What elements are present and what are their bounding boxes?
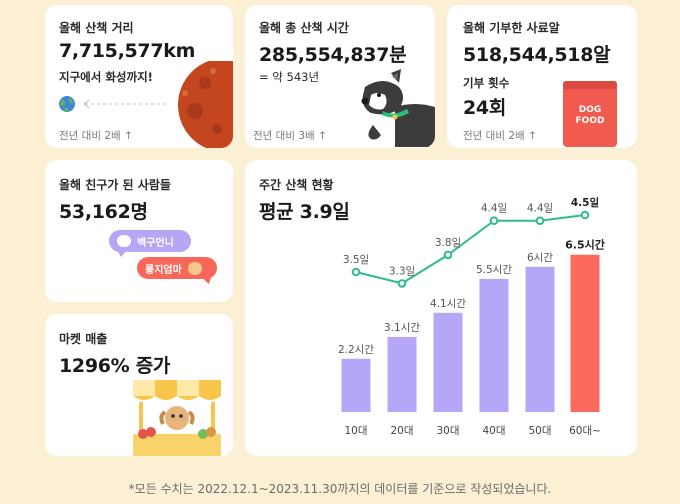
friends-card: 올해 친구가 된 사람들 53,162명 백구언니 롱지엄마 bbox=[45, 160, 233, 302]
time-label: 올해 총 산책 시간 bbox=[259, 21, 349, 35]
bar-5 bbox=[570, 254, 600, 412]
weekly-chart-card: 주간 산책 현황 평균 3.9일 2.2시간 10대 3.1시간 20대 4.1시간 30… bbox=[245, 160, 637, 456]
donation-count-label: 기부 횟수 bbox=[463, 76, 510, 90]
line-series bbox=[355, 214, 586, 285]
line-label-0: 3.5일 bbox=[343, 253, 369, 266]
bar-label-1: 3.1시간 bbox=[384, 322, 420, 334]
feed-value: 518,544,518알 bbox=[463, 44, 611, 66]
category-label-1: 20대 bbox=[390, 425, 413, 437]
bar-1 bbox=[387, 336, 417, 412]
distance-label: 올해 산책 거리 bbox=[59, 21, 134, 35]
bar-2 bbox=[433, 312, 463, 412]
earth-to-mars-illustration bbox=[59, 61, 233, 148]
category-label-5: 60대~ bbox=[569, 425, 601, 437]
weekly-label: 주간 산책 현황 bbox=[259, 178, 334, 192]
friends-label: 올해 친구가 된 사람들 bbox=[59, 178, 171, 192]
friend-name-1: 백구언니 bbox=[137, 237, 174, 249]
friends-value: 53,162명 bbox=[59, 201, 148, 223]
distance-card: 올해 산책 거리 7,715,577km 지구에서 화성까지! 전년 대비 2배… bbox=[45, 5, 233, 148]
feed-card: 올해 기부한 사료알 518,544,518알 기부 횟수 24회 DOG FO… bbox=[447, 5, 637, 148]
earth-icon bbox=[59, 96, 75, 112]
bar-0 bbox=[341, 358, 371, 412]
line-label-4: 4.4일 bbox=[527, 202, 553, 215]
line-point-5 bbox=[580, 210, 590, 220]
bar-label-2: 4.1시간 bbox=[430, 298, 466, 310]
line-point-0 bbox=[351, 267, 361, 277]
market-card: 마켓 매출 1296% 증가 bbox=[45, 314, 233, 456]
line-point-2 bbox=[443, 250, 453, 260]
line-label-3: 4.4일 bbox=[481, 202, 507, 215]
bar-label-3: 5.5시간 bbox=[476, 264, 512, 276]
feed-label: 올해 기부한 사료알 bbox=[463, 21, 560, 35]
bubble-tail-2 bbox=[201, 277, 211, 284]
category-label-3: 40대 bbox=[482, 425, 505, 437]
distance-caption: 지구에서 화성까지! bbox=[59, 70, 153, 84]
weekly-average: 평균 3.9일 bbox=[259, 201, 350, 223]
category-label-0: 10대 bbox=[344, 425, 367, 437]
bag-text-food: FOOD bbox=[576, 116, 605, 126]
time-compare: 전년 대비 3배 ↑ bbox=[253, 130, 327, 142]
mars-icon bbox=[178, 61, 233, 148]
friend-name-2: 롱지엄마 bbox=[145, 264, 182, 276]
feed-compare: 전년 대비 2배 ↑ bbox=[463, 130, 537, 142]
bag-text-dog: DOG bbox=[579, 105, 602, 115]
walking-dog-illustration bbox=[361, 69, 435, 147]
market-stall-illustration bbox=[133, 380, 221, 456]
polar-bear-icon bbox=[117, 235, 131, 247]
distance-value: 7,715,577km bbox=[59, 40, 196, 62]
line-label-5: 4.5일 bbox=[571, 196, 599, 209]
category-label-4: 50대 bbox=[528, 425, 551, 437]
market-label: 마켓 매출 bbox=[59, 332, 108, 346]
bar-4 bbox=[525, 266, 555, 412]
line-label-2: 3.8일 bbox=[435, 236, 461, 249]
bar-label-5: 6.5시간 bbox=[565, 238, 605, 252]
weekly-walk-chart: 2.2시간 10대 3.1시간 20대 4.1시간 30대 5.5시간 40대 6시간 50대 6.… bbox=[338, 196, 605, 437]
time-sub: = 약 543년 bbox=[259, 70, 320, 84]
line-point-1 bbox=[397, 279, 407, 288]
line-point-3 bbox=[489, 216, 499, 226]
bubble-tail-1 bbox=[117, 250, 127, 257]
bar-label-0: 2.2시간 bbox=[338, 344, 374, 356]
time-card: 올해 총 산책 시간 285,554,837분 = 약 543년 전년 대비 3… bbox=[245, 5, 435, 148]
friend-bubble-1: 백구언니 bbox=[109, 230, 191, 252]
footnote: *모든 수치는 2022.12.1~2023.11.30까지의 데이터를 기준으… bbox=[128, 482, 552, 496]
dog-food-bag-icon: DOG FOOD bbox=[563, 81, 617, 147]
time-value: 285,554,837분 bbox=[259, 44, 407, 66]
category-label-2: 30대 bbox=[436, 425, 459, 437]
bar-3 bbox=[479, 278, 509, 412]
dog-face-icon bbox=[187, 261, 202, 275]
market-value: 1296% 증가 bbox=[59, 355, 171, 377]
donation-count-value: 24회 bbox=[463, 97, 507, 119]
bar-label-4: 6시간 bbox=[527, 252, 553, 264]
line-point-4 bbox=[535, 216, 545, 226]
friend-bubble-2: 롱지엄마 bbox=[137, 257, 217, 279]
line-label-1: 3.3일 bbox=[389, 264, 415, 277]
distance-compare: 전년 대비 2배 ↑ bbox=[59, 130, 133, 142]
